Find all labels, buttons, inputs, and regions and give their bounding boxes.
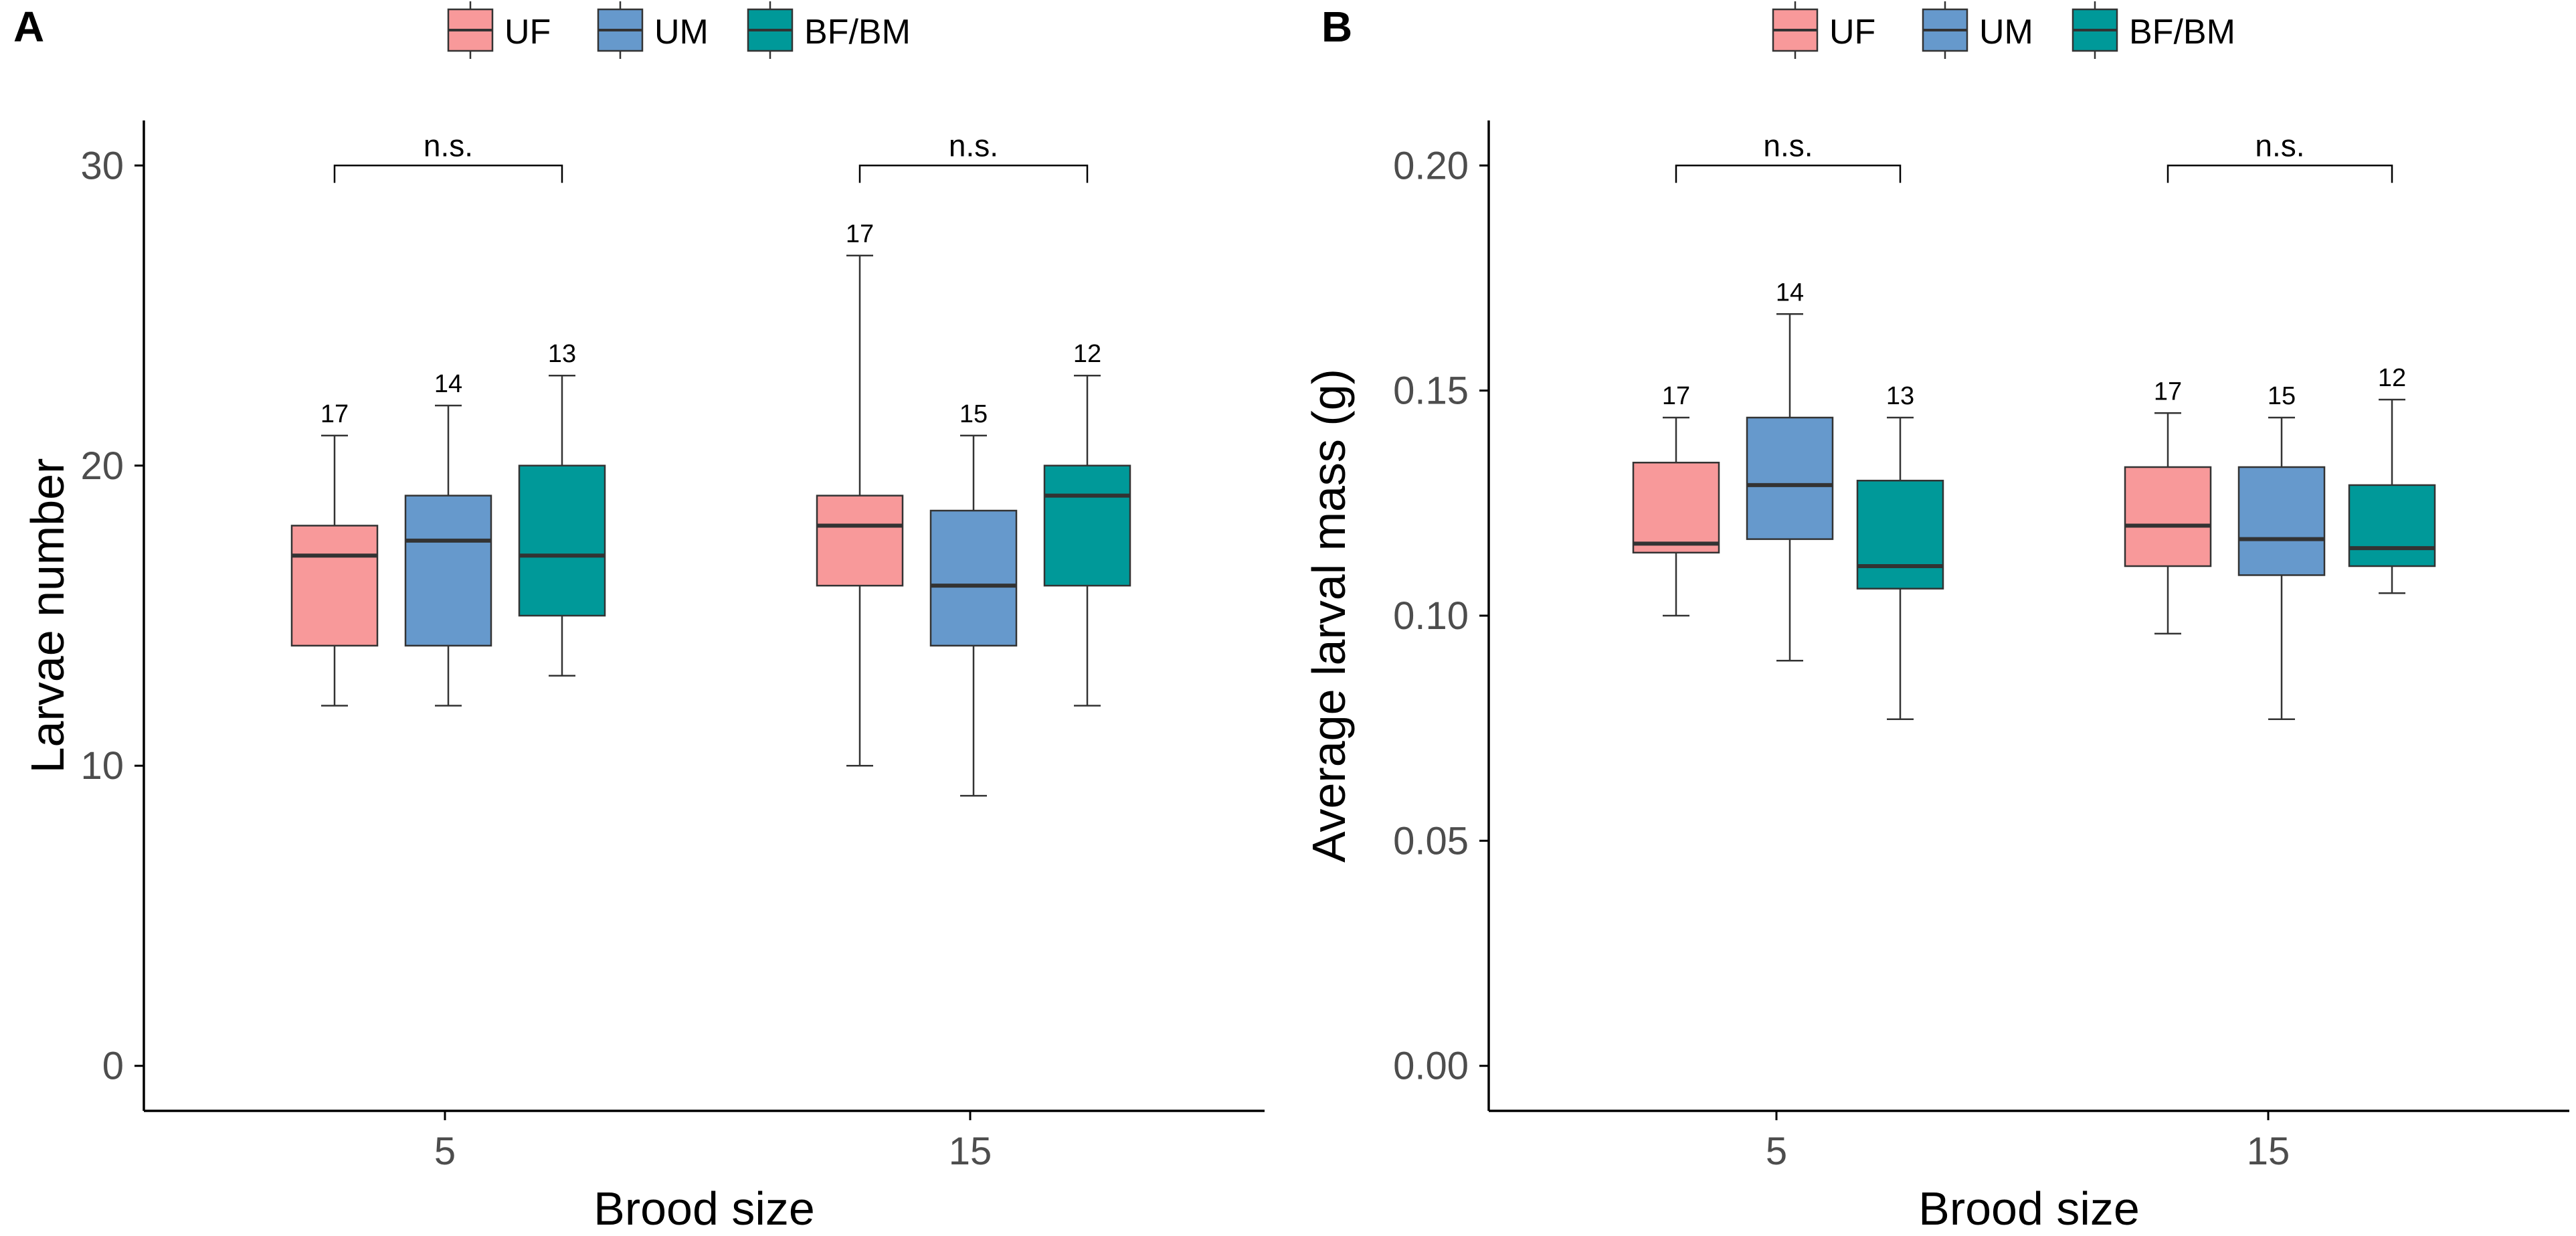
significance-label: n.s. xyxy=(2255,128,2304,163)
box-iqr xyxy=(1632,462,1720,554)
sample-size-label: 12 xyxy=(1073,340,1101,368)
significance-bracket xyxy=(333,165,563,183)
x-tick-label: 5 xyxy=(434,1130,456,1173)
box-uf: 17 xyxy=(2124,377,2212,635)
box-um: 15 xyxy=(2237,382,2326,720)
box-bf-bm: 13 xyxy=(518,340,606,677)
box-um: 14 xyxy=(404,370,492,707)
legend: UF UM BF/BM xyxy=(1772,1,2235,59)
y-tick-label: 0.00 xyxy=(1393,1045,1469,1088)
sample-size-label: 17 xyxy=(846,220,874,248)
legend-label: UM xyxy=(1979,13,2033,52)
box-uf: 17 xyxy=(290,400,379,707)
group-5: 5 17 14 13 n.s. xyxy=(1632,128,1944,1173)
x-tick-label: 15 xyxy=(2247,1130,2290,1173)
y-axis-title: Larvae number xyxy=(21,458,74,774)
sample-size-label: 17 xyxy=(1662,382,1690,410)
sample-size-label: 12 xyxy=(2378,364,2406,392)
significance-bracket xyxy=(2167,165,2393,183)
legend-label: UF xyxy=(504,13,551,52)
x-axis-title: Brood size xyxy=(593,1182,815,1235)
box-uf: 17 xyxy=(816,220,904,767)
y-tick-label: 10 xyxy=(80,744,124,788)
sample-size-label: 13 xyxy=(1886,382,1914,410)
x-axis-title: Brood size xyxy=(1918,1182,2140,1235)
panel-label: A xyxy=(13,3,44,51)
legend-label: UF xyxy=(1829,13,1875,52)
box-iqr xyxy=(518,464,606,617)
box-um: 14 xyxy=(1746,278,1834,662)
significance-bracket xyxy=(1675,165,1902,183)
y-tick-label: 20 xyxy=(80,444,124,488)
box-iqr xyxy=(1746,416,1834,540)
x-tick-label: 5 xyxy=(1766,1130,1787,1173)
sample-size-label: 14 xyxy=(434,370,462,398)
legend: UF UM BF/BM xyxy=(447,1,911,59)
box-bf-bm: 12 xyxy=(2348,364,2436,594)
x-tick-label: 15 xyxy=(949,1130,992,1173)
legend-item: UF xyxy=(1772,1,1875,59)
legend-item: BF/BM xyxy=(747,1,911,59)
significance-label: n.s. xyxy=(424,128,473,163)
significance-label: n.s. xyxy=(1763,128,1813,163)
y-tick-label: 0.20 xyxy=(1393,144,1469,187)
box-iqr xyxy=(404,495,492,647)
legend-item: UF xyxy=(447,1,551,59)
legend-label: BF/BM xyxy=(804,13,911,52)
sample-size-label: 17 xyxy=(320,400,349,428)
box-iqr xyxy=(2237,466,2326,576)
box-iqr xyxy=(2348,484,2436,567)
y-tick-label: 0.10 xyxy=(1393,594,1469,638)
box-iqr xyxy=(290,525,379,647)
box-iqr xyxy=(1043,464,1131,587)
legend-item: BF/BM xyxy=(2072,1,2235,59)
sample-size-label: 14 xyxy=(1776,278,1804,306)
box-iqr xyxy=(1856,479,1944,590)
panel-label: B xyxy=(1321,3,1352,51)
box-iqr xyxy=(929,509,1018,647)
sample-size-label: 13 xyxy=(548,340,576,368)
legend-item: UM xyxy=(597,1,709,59)
sample-size-label: 15 xyxy=(2268,382,2296,410)
y-axis-title: Average larval mass (g) xyxy=(1303,369,1355,863)
box-bf-bm: 12 xyxy=(1043,340,1131,707)
sample-size-label: 17 xyxy=(2154,377,2182,406)
y-tick-label: 0.15 xyxy=(1393,369,1469,413)
legend-label: BF/BM xyxy=(2129,13,2235,52)
panel-b: B UF UM BF/BM 0.00 0.05 0.10 0.15 0.20 Average la… xyxy=(1303,1,2569,1235)
box-iqr xyxy=(2124,466,2212,567)
box-bf-bm: 13 xyxy=(1856,382,1944,720)
group-15: 15 17 15 12 n.s. xyxy=(816,128,1131,1173)
legend-label: UM xyxy=(654,13,709,52)
box-uf: 17 xyxy=(1632,382,1720,617)
group-15: 15 17 15 12 n.s. xyxy=(2124,128,2436,1173)
y-tick-label: 0 xyxy=(102,1045,124,1088)
group-5: 5 17 14 13 n.s. xyxy=(290,128,606,1173)
panel-a: A UF UM BF/BM 0 10 20 30 Larvae number Brood size… xyxy=(13,1,1265,1235)
sample-size-label: 15 xyxy=(959,400,988,428)
significance-bracket xyxy=(858,165,1089,183)
significance-label: n.s. xyxy=(949,128,998,163)
box-um: 15 xyxy=(929,400,1018,797)
y-tick-label: 0.05 xyxy=(1393,819,1469,863)
box-iqr xyxy=(816,495,904,587)
legend-item: UM xyxy=(1922,1,2033,59)
y-tick-label: 30 xyxy=(80,144,124,187)
